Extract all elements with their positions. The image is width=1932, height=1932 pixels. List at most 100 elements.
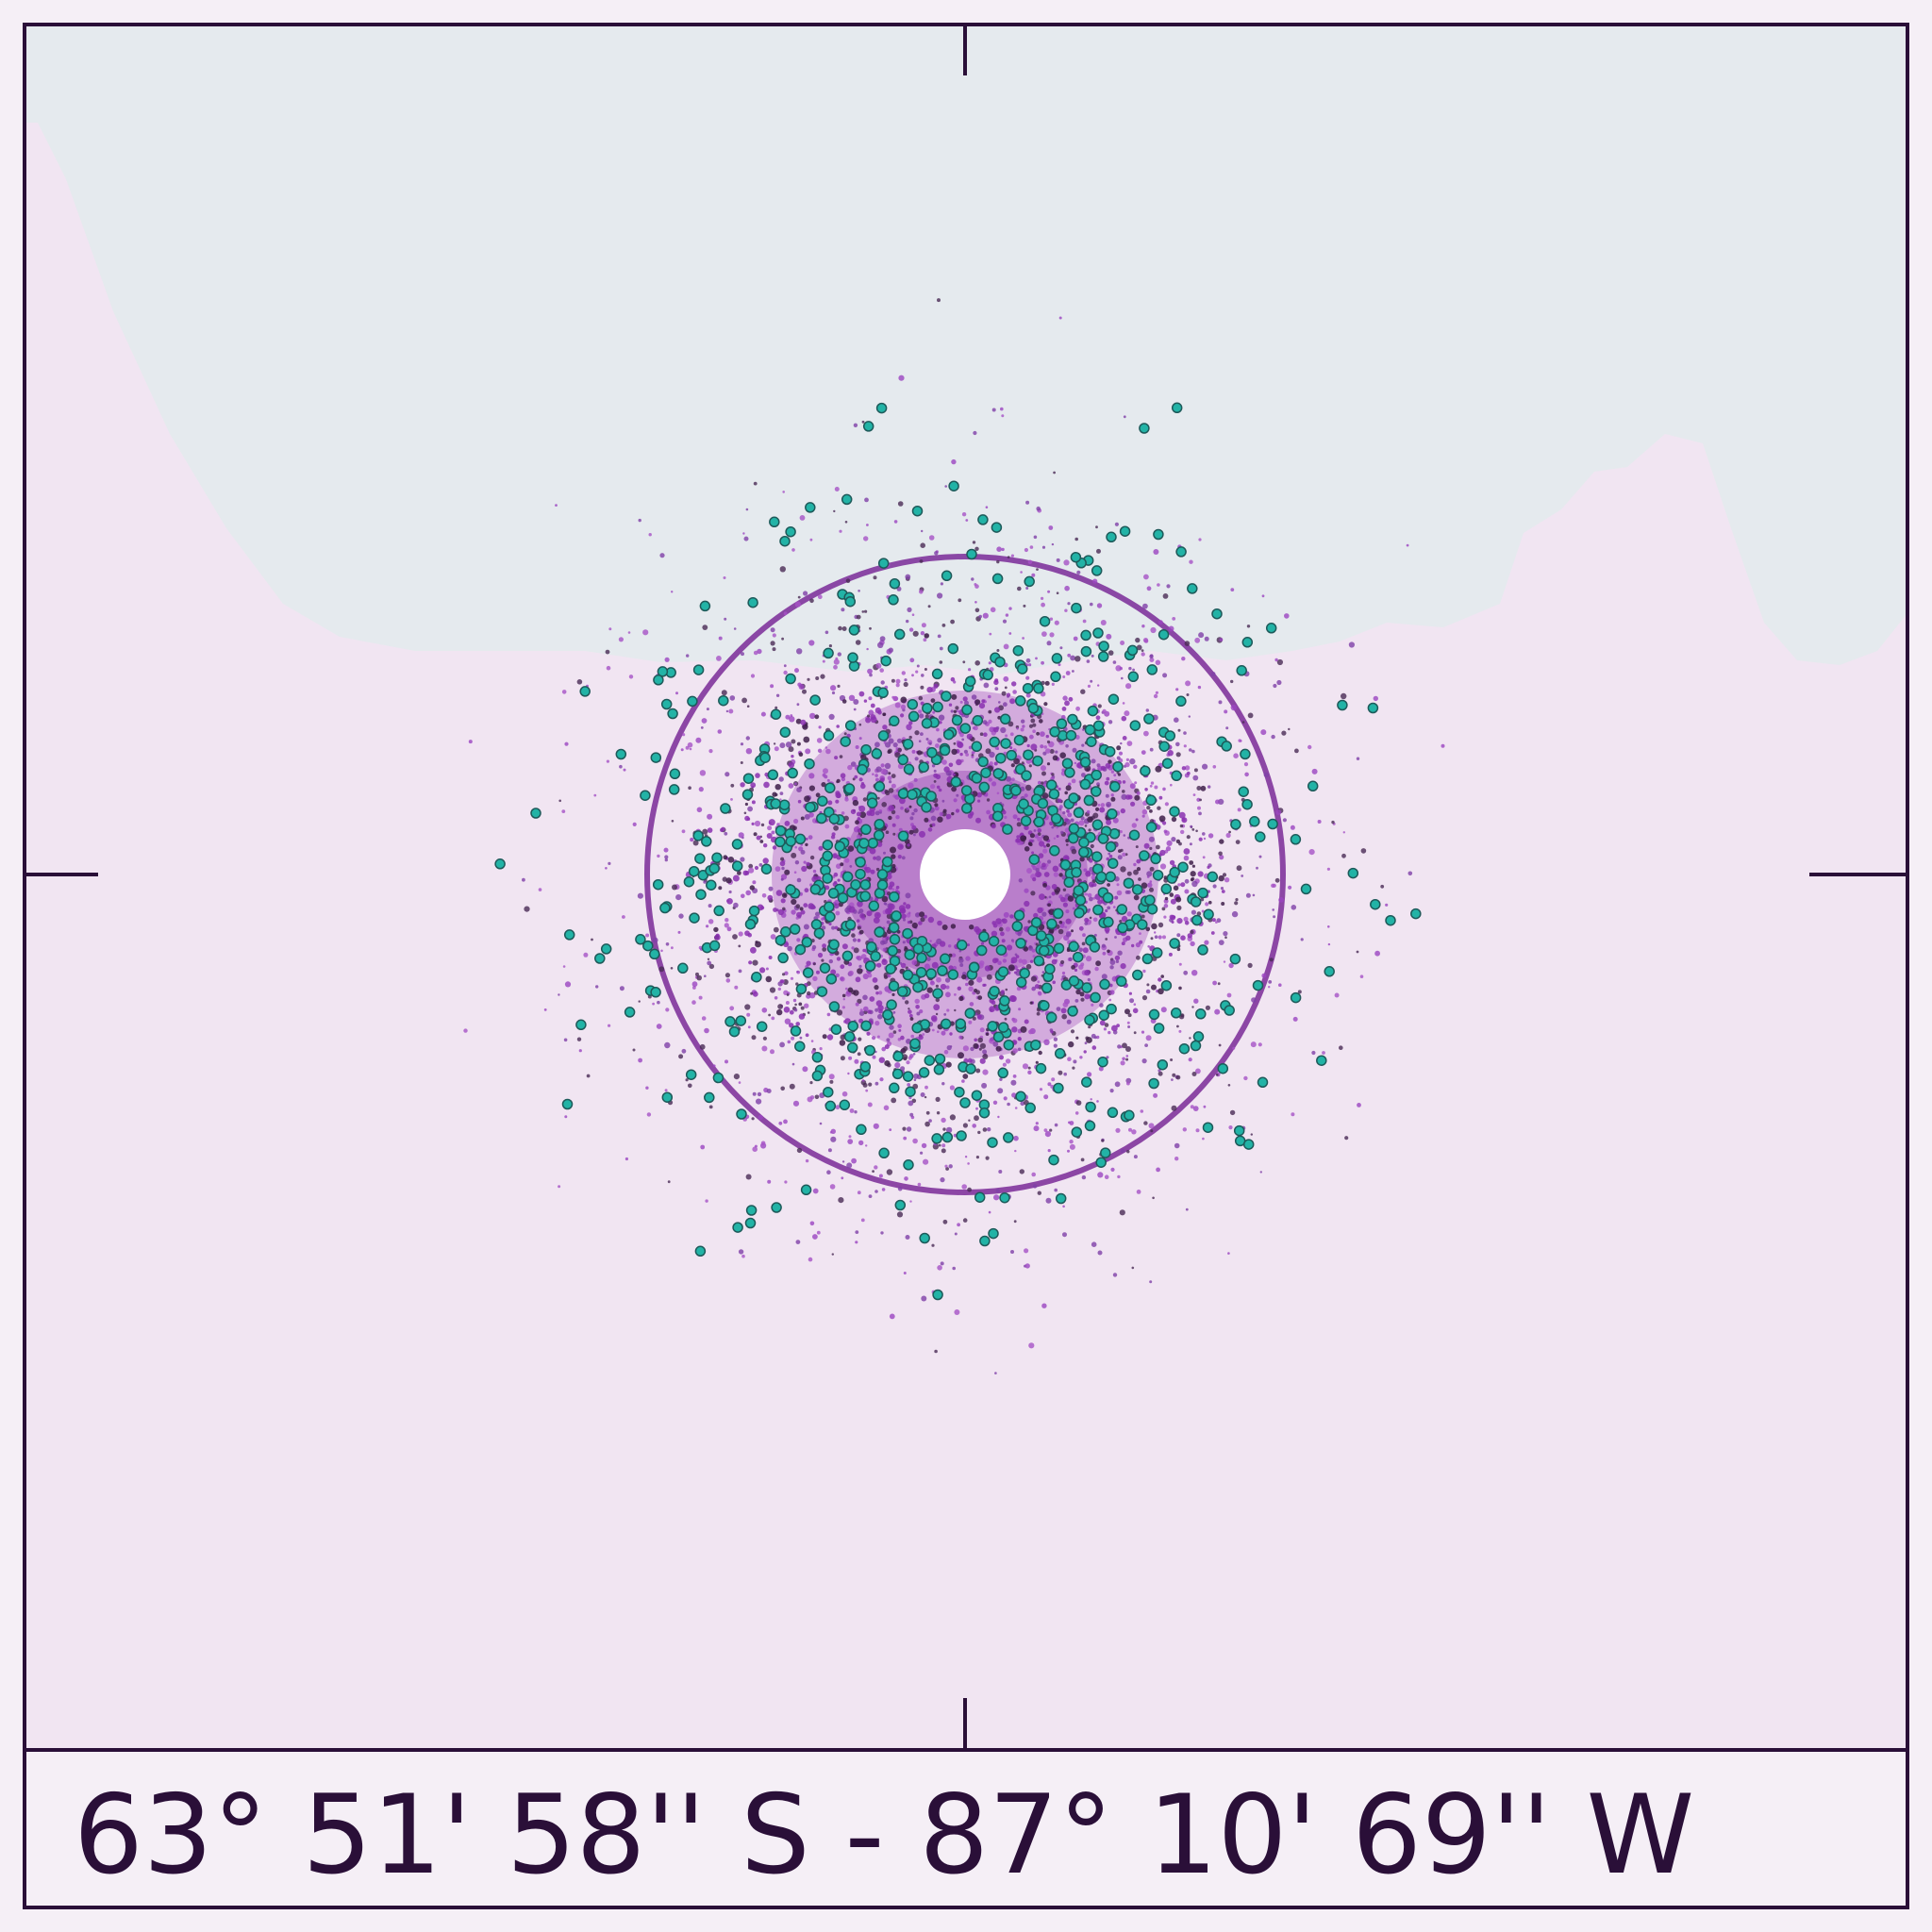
particle [1188,1058,1192,1062]
particle [945,1061,952,1068]
particle [1183,744,1187,748]
teal-particle [1106,1003,1117,1015]
particle [774,784,781,791]
particle [993,761,998,766]
particle [1229,1109,1236,1116]
particle [1084,969,1091,976]
particle [1155,691,1158,694]
particle [733,1074,741,1080]
particle [1058,873,1063,877]
particle [660,949,663,953]
particle [1208,785,1211,789]
particle [802,1066,808,1073]
particle [1175,752,1181,758]
particle [701,1016,707,1021]
particle [858,805,866,812]
particle [844,987,848,991]
particle [1051,825,1055,829]
teal-particle [1211,608,1223,620]
particle [878,1057,885,1063]
particle [1171,921,1174,924]
particle [1007,1102,1010,1107]
particle [1062,902,1068,908]
teal-particle [912,981,924,993]
particle [1124,890,1129,894]
particle [847,1139,854,1144]
particle [538,888,542,891]
teal-particle [1053,942,1065,954]
teal-particle [1078,846,1090,858]
particle [1203,1105,1207,1108]
particle [978,614,982,619]
particle [874,707,881,714]
particle [1099,1003,1104,1008]
particle [917,750,923,756]
particle [1122,736,1127,741]
particle [745,748,753,755]
particle [1013,758,1020,765]
teal-particle [756,1021,768,1032]
particle [803,591,808,596]
particle [1170,1058,1174,1061]
particle [1044,1131,1051,1138]
particle [796,787,802,792]
particle [907,1083,911,1087]
particle [881,1046,886,1052]
particle [913,833,916,837]
particle [934,803,939,808]
particle [1038,991,1042,996]
particle [892,695,898,702]
particle [824,746,828,749]
teal-particle [878,1147,890,1159]
particle [839,529,842,533]
particle [901,671,906,675]
particle [1002,958,1008,963]
particle [926,687,933,693]
particle [1113,906,1116,908]
particle [812,906,816,909]
teal-particle [813,927,825,939]
particle [1223,931,1228,937]
teal-particle [1127,671,1140,683]
particle [1244,772,1249,777]
particle [761,1045,768,1052]
teal-particle [667,708,678,720]
particle [933,769,937,773]
particle [959,752,963,757]
particle [906,619,909,624]
particle [1158,935,1162,940]
particle [782,491,785,493]
teal-particle [1195,1008,1207,1020]
particle [1189,860,1194,865]
particle [1243,1075,1248,1081]
particle [982,1049,988,1055]
particle [779,742,786,749]
particle [778,776,784,782]
particle [841,993,846,998]
particle [913,808,918,813]
particle [1197,806,1201,810]
teal-particle [1085,1101,1096,1113]
particle [833,664,838,670]
particle [986,809,991,815]
particle [718,886,723,891]
particle [950,709,954,713]
particle [698,995,703,1000]
teal-particle [718,694,729,707]
particle [1080,816,1085,821]
particle [1051,891,1056,896]
particle [784,1018,791,1024]
particle [848,694,856,701]
particle [968,1119,971,1122]
particle [1035,868,1040,873]
particle [992,1100,998,1106]
teal-particle [1221,741,1232,752]
particle [1247,962,1253,968]
teal-particle [704,1091,715,1104]
particle [900,704,907,710]
particle [847,1072,850,1075]
particle [963,749,968,755]
teal-particle [1027,703,1040,714]
particle [593,793,597,797]
particle [1184,765,1191,771]
